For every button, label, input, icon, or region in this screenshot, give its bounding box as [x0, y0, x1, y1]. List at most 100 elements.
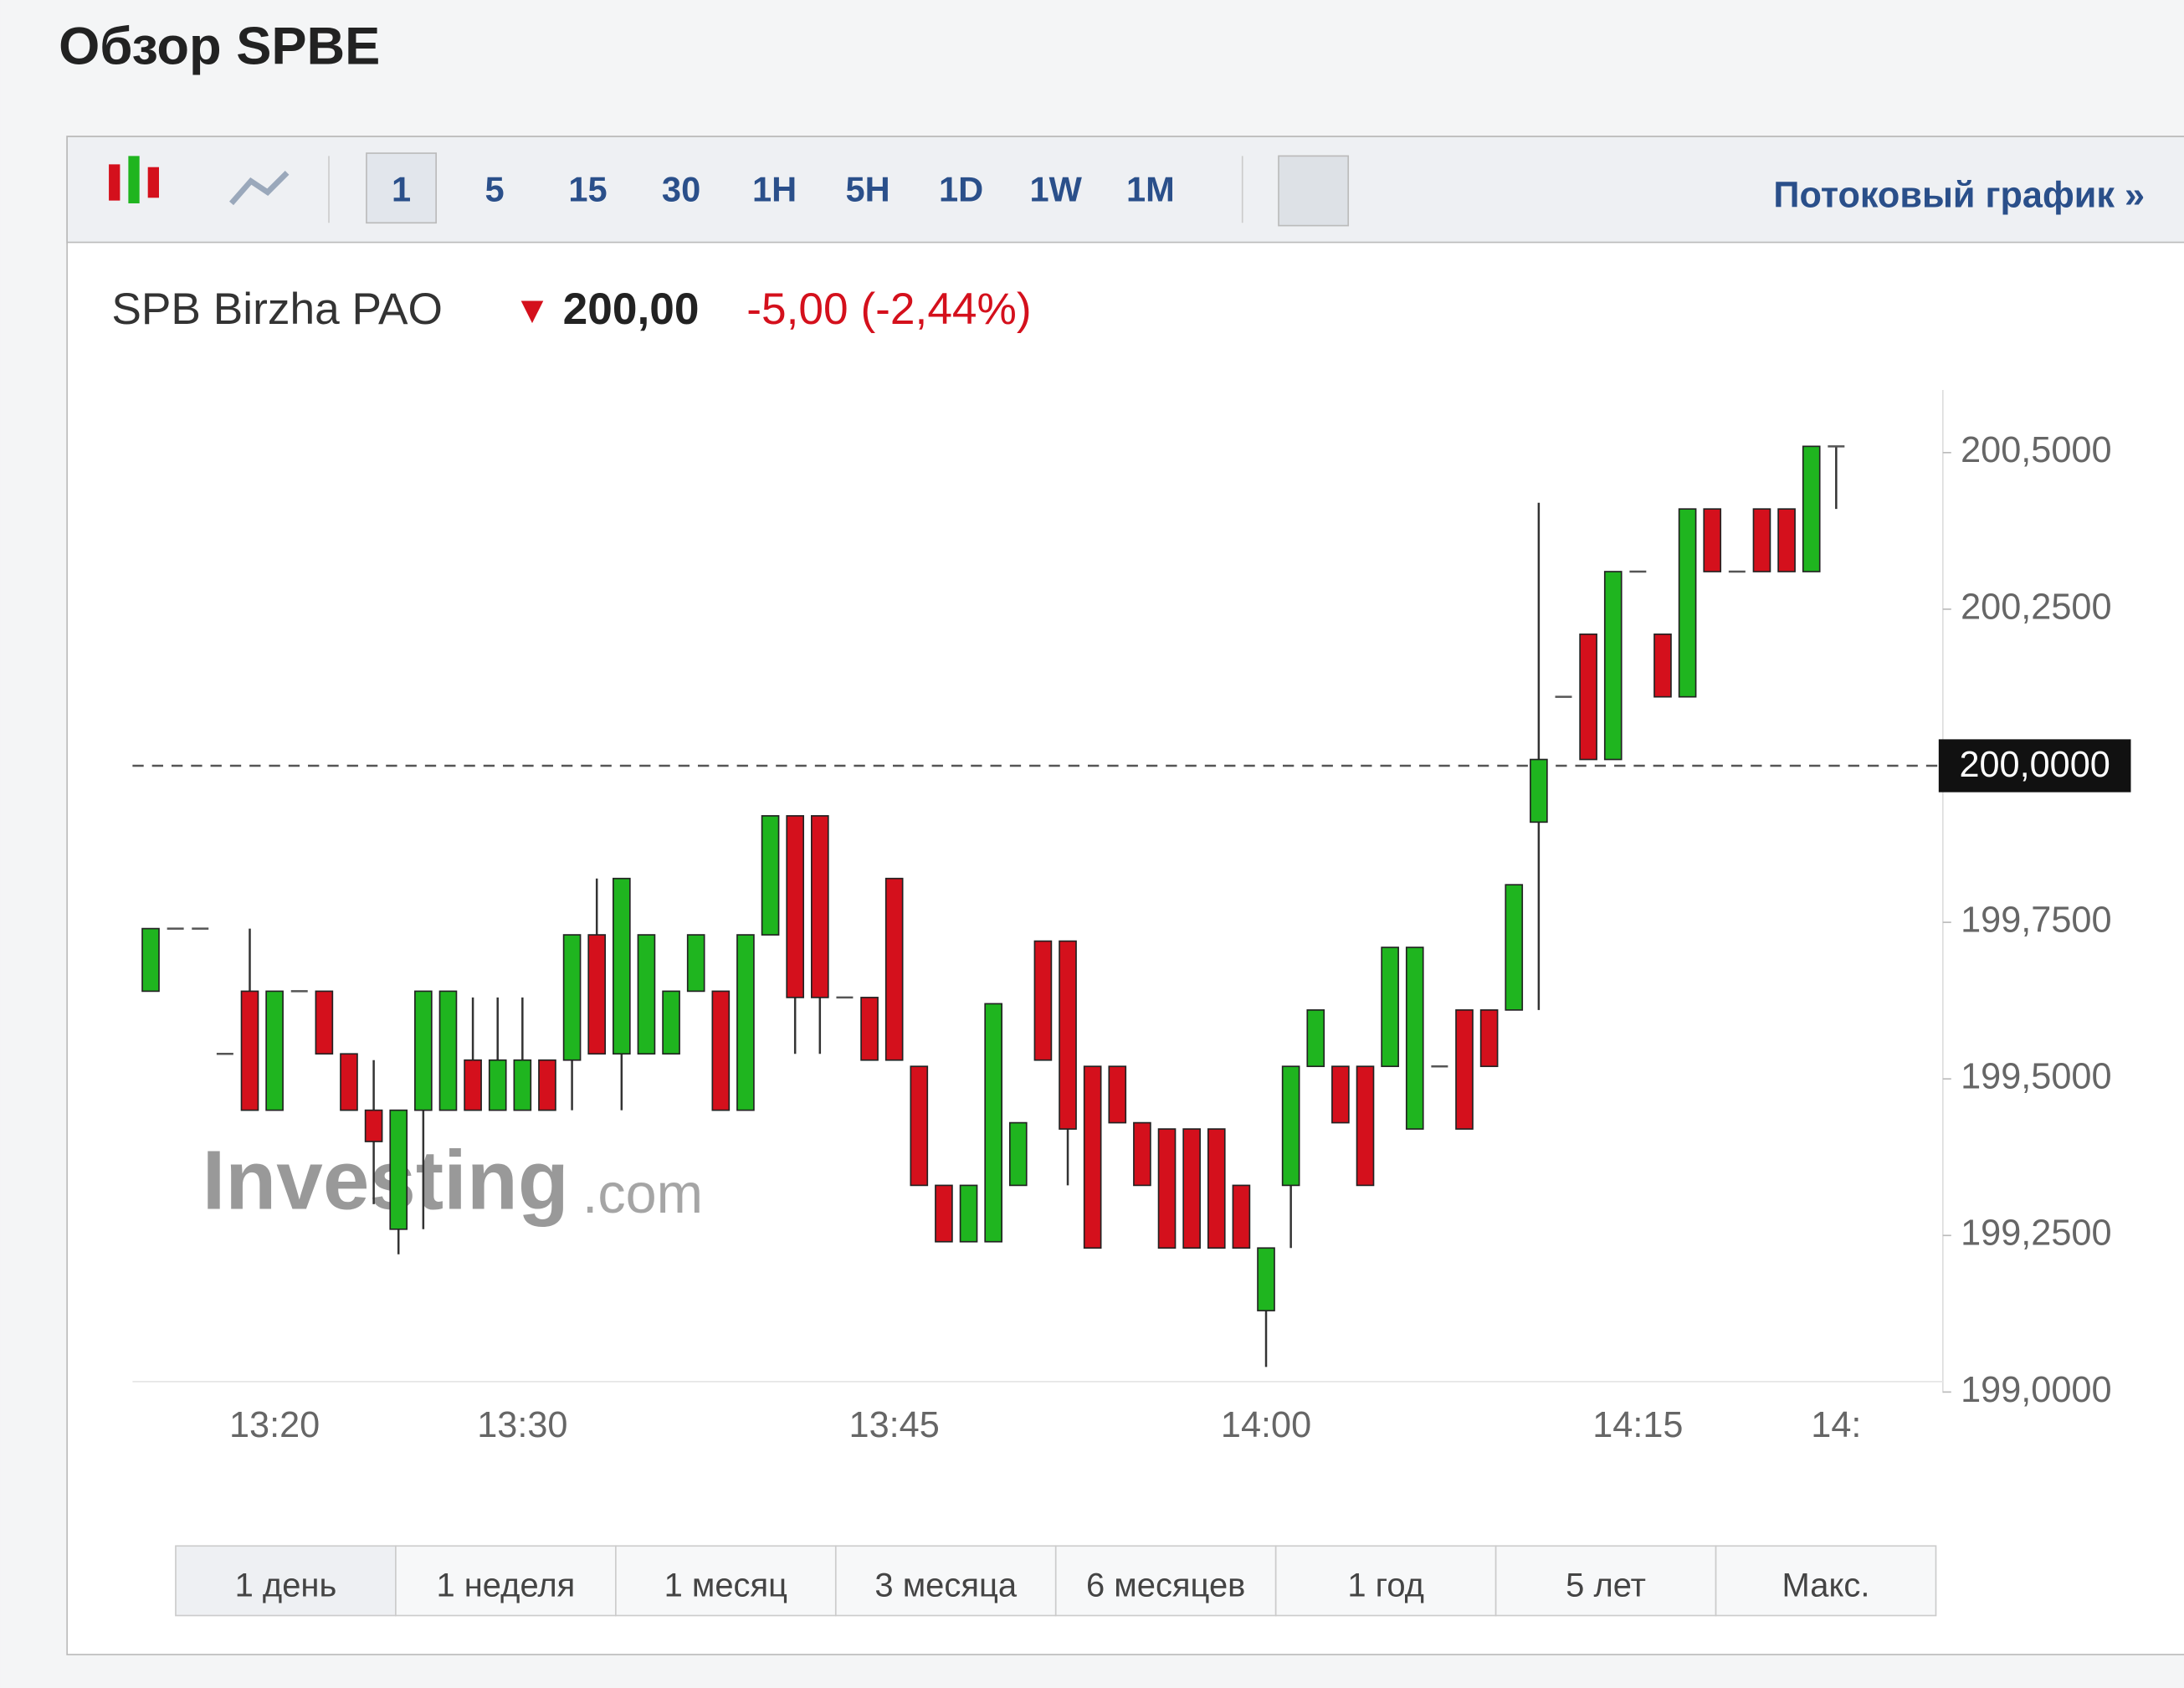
- range-button[interactable]: [1054, 1545, 1277, 1617]
- candle-body: [1033, 940, 1053, 1061]
- y-tick-label: 199,2500: [1961, 1213, 2111, 1254]
- candle-body: [1703, 508, 1722, 572]
- range-button[interactable]: [1494, 1545, 1717, 1617]
- stream-link[interactable]: Потоковый график »: [1773, 176, 2145, 216]
- range-label[interactable]: 6 месяцев: [1086, 1567, 1245, 1604]
- range-button[interactable]: [395, 1545, 617, 1617]
- range-button[interactable]: [1274, 1545, 1497, 1617]
- candle-body: [959, 1184, 978, 1243]
- candle-body: [513, 1059, 532, 1111]
- page-title: Обзор SPBE: [59, 18, 380, 76]
- range-label[interactable]: 3 месяца: [874, 1567, 1017, 1604]
- candle-body: [1653, 634, 1672, 698]
- y-tick-label: 199,0000: [1961, 1370, 2111, 1410]
- candle-body: [1182, 1128, 1201, 1249]
- candle-body: [1281, 1065, 1300, 1187]
- range-label[interactable]: 1 год: [1347, 1567, 1424, 1604]
- candle-body: [141, 927, 160, 993]
- candle-body: [910, 1065, 929, 1187]
- range-label[interactable]: Макс.: [1782, 1567, 1870, 1604]
- candle-body: [488, 1059, 507, 1111]
- y-tick-label: 199,7500: [1961, 900, 2111, 941]
- candle-body: [1579, 634, 1597, 761]
- candle-body: [736, 934, 755, 1111]
- candle-body: [637, 934, 656, 1055]
- candle-body: [984, 1003, 1002, 1243]
- candle-body: [364, 1109, 383, 1142]
- candle-body: [761, 815, 780, 936]
- y-tick-label: 200,2500: [1961, 587, 2111, 627]
- candle-body: [265, 990, 284, 1111]
- icon-part: [128, 156, 140, 203]
- last-price-box: [1938, 739, 2131, 793]
- candle-icon[interactable]: [109, 156, 159, 203]
- interval-button[interactable]: 1: [392, 170, 411, 209]
- candle-body: [662, 990, 680, 1055]
- down-arrow: [520, 300, 544, 324]
- candle-body: [1802, 445, 1821, 572]
- candlestick-chart: 199,0000 199,2500 199,5000 199,7500 200,2500…: [132, 389, 2131, 1445]
- candle-body: [1455, 1009, 1474, 1130]
- range-label[interactable]: 1 неделя: [436, 1567, 575, 1604]
- interval-button[interactable]: 1D: [939, 170, 983, 209]
- watermark: Investing: [203, 1134, 569, 1227]
- candle-body: [1232, 1184, 1251, 1249]
- candle-body: [1381, 947, 1399, 1068]
- interval-button[interactable]: 5H: [845, 170, 889, 209]
- candle-body: [389, 1109, 408, 1230]
- x-tick-label: 13:30: [477, 1405, 567, 1445]
- candle-body: [786, 815, 805, 998]
- candle-body: [1752, 508, 1771, 572]
- candle-body: [1306, 1009, 1325, 1068]
- price-change: -5,00 (-2,44%): [746, 285, 1031, 334]
- x-tick-label: 14:00: [1221, 1405, 1311, 1445]
- candle-body: [438, 990, 458, 1111]
- range-label[interactable]: 1 месяц: [664, 1567, 787, 1604]
- range-label[interactable]: 5 лет: [1566, 1567, 1646, 1604]
- candle-body: [1530, 758, 1548, 823]
- candle-body: [1479, 1009, 1499, 1068]
- y-tick-label: 199,5000: [1961, 1057, 2111, 1097]
- candle-body: [935, 1184, 953, 1243]
- range-label[interactable]: 1 день: [235, 1567, 337, 1604]
- candle-body: [1603, 571, 1623, 761]
- instrument-name: SPB Birzha PAO: [111, 285, 443, 334]
- x-tick-label: 13:20: [229, 1405, 320, 1445]
- interval-button[interactable]: 1W: [1030, 170, 1083, 209]
- range-button[interactable]: [834, 1545, 1057, 1617]
- x-tick-label: 14:15: [1592, 1405, 1683, 1445]
- candle-body: [860, 997, 879, 1061]
- candle-body: [1133, 1121, 1151, 1187]
- icon-part: [147, 167, 159, 198]
- y-tick-label: 200,5000: [1961, 430, 2111, 470]
- candle-body: [562, 934, 582, 1061]
- table-icon[interactable]: [1278, 155, 1350, 227]
- icon-part: [109, 164, 120, 201]
- candle-body: [1157, 1128, 1177, 1249]
- candle-body: [1678, 508, 1697, 698]
- interval-button[interactable]: 30: [662, 170, 700, 209]
- interval-button[interactable]: 1M: [1126, 170, 1175, 209]
- line-icon[interactable]: [229, 171, 290, 206]
- candle-body: [613, 877, 631, 1055]
- interval-button[interactable]: 15: [568, 170, 607, 209]
- candle-body: [1505, 884, 1524, 1011]
- interval-button[interactable]: 5: [484, 170, 504, 209]
- last-price-label: 200,0000: [1959, 745, 2110, 785]
- active-interval: [366, 152, 437, 224]
- candle-body: [1331, 1065, 1350, 1124]
- price: 200,00: [563, 285, 700, 334]
- range-button[interactable]: [175, 1545, 397, 1617]
- chart-panel: [66, 136, 2184, 1655]
- candle-body: [1356, 1065, 1375, 1187]
- x-tick-label: 14:: [1811, 1405, 1861, 1445]
- candle-body: [884, 877, 904, 1061]
- candle-body: [686, 934, 705, 993]
- range-button[interactable]: [1715, 1545, 1937, 1617]
- x-tick-label: 13:45: [849, 1405, 940, 1445]
- candle-body: [464, 1059, 482, 1111]
- interval-button[interactable]: 1H: [752, 170, 797, 209]
- candle-body: [810, 815, 829, 998]
- candle-body: [1008, 1121, 1028, 1187]
